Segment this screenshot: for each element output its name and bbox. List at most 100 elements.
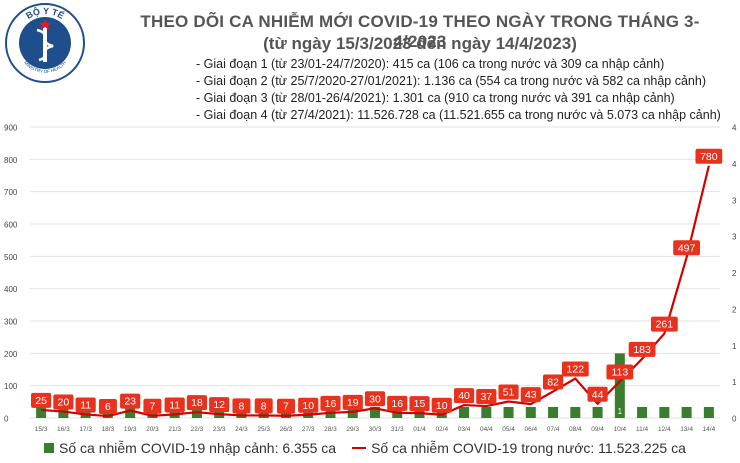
phase-summary-list: Giai đoạn 1 (từ 23/01-24/7/2020): 415 ca… (196, 56, 721, 124)
bar (525, 407, 536, 418)
data-label: 8 (261, 400, 267, 412)
data-label-box (364, 391, 386, 407)
series-line-domestic (41, 165, 710, 418)
right-axis-tick-label: 4 (732, 160, 737, 169)
chart-subtitle: (từ ngày 15/3/2023 đến ngày 14/4/2023) (263, 34, 577, 53)
bar (125, 407, 136, 418)
data-label-box (650, 316, 678, 332)
data-label: 44 (592, 389, 604, 401)
data-label-box (453, 388, 475, 404)
data-label: 51 (503, 387, 515, 399)
data-label-box (695, 148, 723, 164)
data-label: 10 (302, 400, 314, 412)
data-label-box (673, 240, 701, 256)
data-label: 19 (347, 397, 359, 409)
bar (592, 407, 603, 418)
phase-item: Giai đoạn 3 (từ 28/01-26/4/2021): 1.301 … (196, 90, 721, 107)
data-label-box (75, 397, 96, 413)
chart-title: THEO DÕI CA NHIỄM MỚI COVID-19 THEO NGÀY… (140, 12, 700, 51)
left-axis-tick-label: 200 (4, 350, 18, 359)
chart-legend: Số ca nhiễm COVID-19 nhập cảnh: 6.355 ca… (44, 440, 686, 456)
bar (481, 407, 492, 418)
data-label-box (232, 398, 251, 414)
bar (548, 407, 559, 418)
legend-bar-label: Số ca nhiễm COVID-19 nhập cảnh: 6.355 ca (59, 440, 337, 456)
legend-line-label: Số ca nhiễm COVID-19 trong nước: 11.523.… (371, 440, 686, 456)
data-label: 16 (391, 398, 403, 410)
data-label: 43 (525, 389, 537, 401)
bar (214, 407, 225, 418)
data-label-box (387, 395, 408, 411)
data-label-box (628, 341, 656, 357)
x-tick-label: 04/4 (480, 426, 493, 433)
data-label: 20 (58, 397, 70, 409)
x-tick-label: 22/3 (191, 426, 204, 433)
right-axis-tick-label: 1 (732, 378, 737, 387)
data-label-box (409, 396, 430, 412)
left-axis-tick-label: 100 (4, 382, 18, 391)
data-label-box (476, 389, 497, 405)
x-tick-label: 31/3 (391, 426, 404, 433)
right-axis-tick-label: 1 (732, 342, 737, 351)
bar (80, 407, 91, 418)
data-label: 11 (169, 399, 180, 411)
right-axis-tick-label: 3 (732, 233, 737, 242)
right-axis-tick-label: 4 (732, 124, 737, 133)
x-tick-label: 21/3 (168, 426, 181, 433)
bar (370, 407, 380, 418)
data-label: 30 (369, 393, 381, 405)
x-tick-label: 05/4 (502, 426, 515, 433)
data-label: 40 (458, 390, 470, 402)
bar (703, 407, 714, 418)
data-label-box (186, 395, 208, 411)
ministry-logo: BỘ Y TẾ MINISTRY OF HEALTH (5, 3, 85, 83)
right-axis-tick-label: 2 (732, 305, 737, 314)
legend-line-swatch (352, 447, 367, 449)
x-tick-label: 06/4 (524, 426, 537, 433)
bar (503, 407, 514, 418)
x-tick-label: 03/4 (458, 426, 471, 433)
x-tick-label: 10/4 (614, 426, 627, 433)
data-label: 23 (124, 396, 136, 408)
logo-text: BỘ Y TẾ (24, 5, 65, 21)
data-label: 12 (213, 399, 225, 411)
left-axis-tick-label: 400 (4, 285, 18, 294)
data-label: 82 (547, 376, 559, 388)
x-tick-label: 14/4 (703, 426, 716, 433)
left-axis-tick-label: 600 (4, 221, 18, 230)
data-label-box (143, 398, 162, 414)
data-label: 37 (480, 391, 492, 403)
x-tick-label: 25/3 (257, 426, 270, 433)
right-axis-tick-label: 2 (732, 269, 737, 278)
bar (637, 407, 648, 418)
x-tick-label: 09/4 (591, 426, 604, 433)
bar (681, 407, 692, 418)
x-tick-label: 12/4 (658, 426, 671, 433)
data-label: 780 (700, 151, 718, 163)
bar (36, 407, 47, 418)
x-tick-label: 19/3 (124, 426, 137, 433)
x-tick-label: 20/3 (146, 426, 159, 433)
legend-bar-swatch (44, 443, 54, 453)
x-tick-label: 26/3 (280, 426, 293, 433)
data-label-box (542, 374, 564, 390)
data-label-box (298, 397, 319, 413)
left-axis-tick-label: 500 (4, 253, 18, 262)
phase-item: Giai đoạn 1 (từ 23/01-24/7/2020): 415 ca… (196, 56, 721, 73)
x-tick-label: 28/3 (324, 426, 337, 433)
data-label-box (254, 398, 273, 414)
x-tick-label: 15/3 (35, 426, 48, 433)
data-label-box (520, 387, 541, 403)
bar (659, 407, 670, 418)
data-label-box (98, 399, 117, 415)
bar (614, 353, 625, 418)
left-axis-tick-label: 900 (4, 124, 18, 133)
bar (459, 407, 470, 418)
data-label-box (31, 392, 52, 408)
data-label-box (587, 386, 608, 402)
left-axis-tick-label: 0 (4, 415, 9, 424)
x-tick-label: 07/4 (547, 426, 560, 433)
x-tick-label: 29/3 (346, 426, 359, 433)
left-axis-tick-label: 300 (4, 318, 18, 327)
